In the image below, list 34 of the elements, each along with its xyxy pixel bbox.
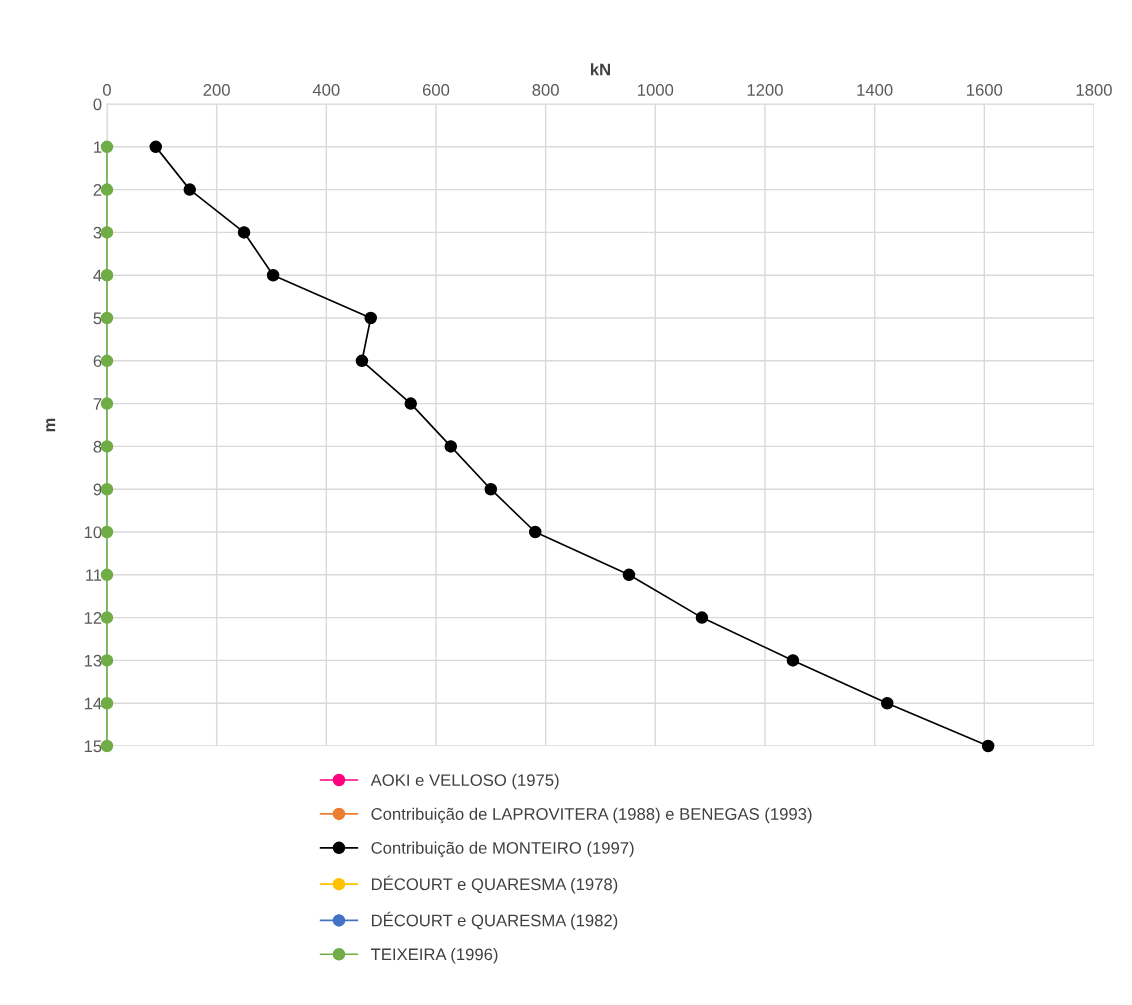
x-tick-label: 800 — [532, 84, 559, 96]
y-tick-label: 0 — [93, 98, 102, 111]
y-tick-label: 11 — [86, 569, 102, 581]
y-tick-label: 3 — [93, 226, 102, 239]
y-tick-label: 10 — [84, 526, 102, 539]
legend-label: TEIXEIRA (1996) — [371, 948, 498, 964]
y-tick-label: 4 — [93, 269, 102, 282]
x-tick-label: 1400 — [857, 84, 893, 96]
y-tick-label: 5 — [93, 312, 102, 325]
legend-label: Contribuição de MONTEIRO (1997) — [371, 841, 634, 858]
x-tick-label: 600 — [422, 84, 450, 96]
legend-label: Contribuição de LAPROVITERA (1988) e BENEGAS (1993) — [371, 807, 812, 824]
y-tick-label: 8 — [93, 440, 102, 453]
y-tick-label: 1 — [94, 141, 102, 153]
x-tick-label: 1800 — [1076, 84, 1112, 96]
y-axis-title: m — [46, 418, 56, 432]
legend-label: AOKI e VELLOSO (1975) — [370, 773, 559, 790]
y-tick-label: 12 — [84, 612, 102, 624]
y-tick-label: 6 — [93, 355, 102, 368]
y-tick-label: 2 — [93, 184, 102, 196]
x-tick-label: 1600 — [967, 84, 1003, 96]
y-tick-label: 7 — [93, 398, 102, 410]
x-tick-label: 1000 — [638, 84, 674, 96]
x-axis-title: kN — [590, 63, 610, 76]
legend-label: DÉCOURT e QUARESMA (1978) — [372, 875, 618, 894]
y-tick-label: 15 — [84, 740, 102, 753]
x-tick-label: 1200 — [747, 84, 783, 96]
x-tick-label: 0 — [102, 84, 111, 96]
y-tick-label: 14 — [84, 697, 102, 710]
y-tick-label: 13 — [84, 654, 102, 667]
y-tick-label: 9 — [93, 483, 102, 496]
x-tick-label: 400 — [312, 84, 340, 96]
legend-label: DÉCOURT e QUARESMA (1982) — [372, 911, 618, 930]
x-tick-label: 200 — [203, 84, 230, 96]
